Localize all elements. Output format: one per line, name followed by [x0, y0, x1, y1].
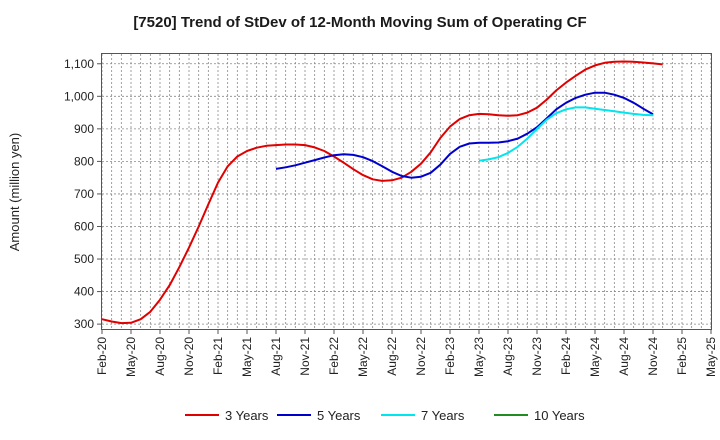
y-tick-label: 500 — [74, 252, 94, 266]
legend: 3 Years 5 Years 7 Years 10 Years — [185, 408, 585, 423]
series-line-7-years — [478, 106, 654, 162]
legend-label-7-years: 7 Years — [421, 408, 465, 423]
y-tick-label: 900 — [74, 122, 94, 136]
x-tick-label: Nov-22 — [414, 337, 428, 376]
x-tick-label: Feb-22 — [327, 337, 341, 375]
y-tick-label: 300 — [74, 317, 94, 331]
x-tick-label: Aug-23 — [501, 337, 515, 376]
series-lines — [101, 60, 663, 325]
y-axis: 300 400 500 600 700 800 900 1,000 1,100 — [64, 57, 102, 331]
grid — [101, 54, 712, 329]
x-tick-label: May-24 — [588, 337, 602, 377]
x-tick-label: May-23 — [472, 337, 486, 377]
x-axis: Feb-20 May-20 Aug-20 Nov-20 Feb-21 May-21 Aug-… — [95, 329, 718, 377]
x-tick-label: Feb-24 — [559, 337, 573, 375]
series-line-3-years — [101, 60, 663, 325]
y-axis-label: Amount (million yen) — [7, 133, 22, 252]
legend-label-10-years: 10 Years — [534, 408, 585, 423]
x-tick-label: May-21 — [240, 337, 254, 377]
x-tick-label: Nov-20 — [182, 337, 196, 376]
x-tick-label: Aug-22 — [385, 337, 399, 376]
x-tick-label: May-20 — [124, 337, 138, 377]
x-tick-label: Aug-21 — [269, 337, 283, 376]
x-tick-label: Nov-21 — [298, 337, 312, 376]
legend-label-5-years: 5 Years — [317, 408, 361, 423]
y-tick-label: 1,000 — [64, 89, 94, 103]
x-tick-label: Aug-20 — [153, 337, 167, 376]
y-tick-label: 800 — [74, 154, 94, 168]
x-tick-label: Feb-20 — [95, 337, 109, 375]
x-tick-label: Feb-21 — [211, 337, 225, 375]
x-tick-label: Aug-24 — [617, 337, 631, 376]
y-tick-label: 700 — [74, 187, 94, 201]
x-tick-label: Feb-25 — [675, 337, 689, 375]
x-tick-label: Nov-23 — [530, 337, 544, 376]
x-tick-label: May-22 — [356, 337, 370, 377]
plot-frame — [101, 53, 712, 330]
x-tick-label: May-25 — [704, 337, 718, 377]
x-tick-label: Feb-23 — [443, 337, 457, 375]
x-tick-label: Nov-24 — [646, 337, 660, 376]
y-tick-label: 400 — [74, 285, 94, 299]
y-tick-label: 600 — [74, 219, 94, 233]
series-line-5-years — [275, 91, 654, 179]
y-tick-label: 1,100 — [64, 57, 94, 71]
legend-label-3-years: 3 Years — [225, 408, 269, 423]
chart-title: [7520] Trend of StDev of 12-Month Moving… — [133, 14, 586, 31]
